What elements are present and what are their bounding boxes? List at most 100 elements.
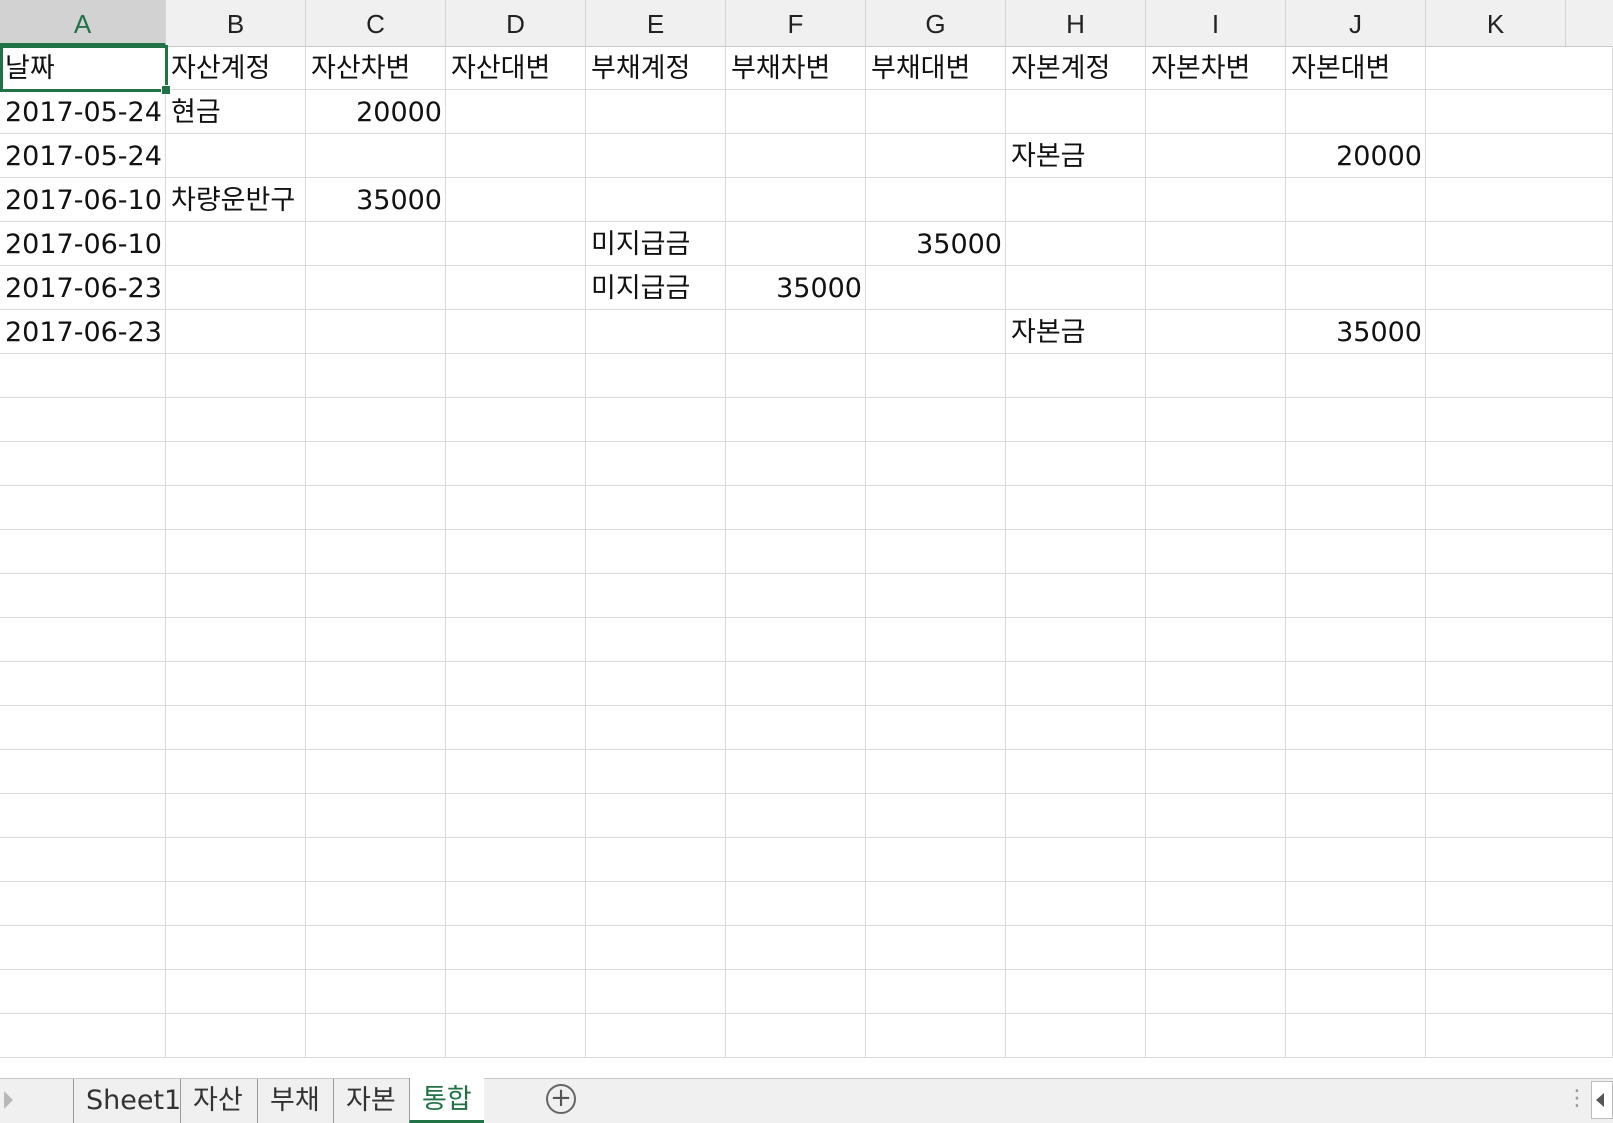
cell-j21[interactable] xyxy=(1286,926,1426,970)
cell-f17[interactable] xyxy=(726,750,866,794)
cell-f16[interactable] xyxy=(726,706,866,750)
cell-b8[interactable] xyxy=(166,354,306,398)
cell-d8[interactable] xyxy=(446,354,586,398)
cell-h10[interactable] xyxy=(1006,442,1146,486)
add-sheet-icon[interactable]: + xyxy=(546,1084,576,1114)
cell-h20[interactable] xyxy=(1006,882,1146,926)
cell-h4[interactable] xyxy=(1006,178,1146,222)
cell-k22[interactable] xyxy=(1426,970,1613,1014)
cell-f22[interactable] xyxy=(726,970,866,1014)
cell-a18[interactable] xyxy=(0,794,166,838)
cell-i14[interactable] xyxy=(1146,618,1286,662)
cell-e19[interactable] xyxy=(586,838,726,882)
cell-d12[interactable] xyxy=(446,530,586,574)
cell-k5[interactable] xyxy=(1426,222,1613,266)
cell-j1[interactable]: 자본대변 xyxy=(1286,46,1426,90)
cell-d3[interactable] xyxy=(446,134,586,178)
cell-b9[interactable] xyxy=(166,398,306,442)
cell-j17[interactable] xyxy=(1286,750,1426,794)
cell-d14[interactable] xyxy=(446,618,586,662)
cell-e4[interactable] xyxy=(586,178,726,222)
cell-g3[interactable] xyxy=(866,134,1006,178)
cell-i8[interactable] xyxy=(1146,354,1286,398)
cell-a6[interactable]: 2017-06-23 xyxy=(0,266,166,310)
cell-g5[interactable]: 35000 xyxy=(866,222,1006,266)
cell-k7[interactable] xyxy=(1426,310,1613,354)
cell-a10[interactable] xyxy=(0,442,166,486)
cell-b18[interactable] xyxy=(166,794,306,838)
cell-g8[interactable] xyxy=(866,354,1006,398)
cell-c12[interactable] xyxy=(306,530,446,574)
cell-a12[interactable] xyxy=(0,530,166,574)
cell-d18[interactable] xyxy=(446,794,586,838)
cell-d2[interactable] xyxy=(446,90,586,134)
cell-k18[interactable] xyxy=(1426,794,1613,838)
cell-c3[interactable] xyxy=(306,134,446,178)
cell-b14[interactable] xyxy=(166,618,306,662)
cell-j6[interactable] xyxy=(1286,266,1426,310)
cell-d16[interactable] xyxy=(446,706,586,750)
cell-e2[interactable] xyxy=(586,90,726,134)
cell-c22[interactable] xyxy=(306,970,446,1014)
cell-c18[interactable] xyxy=(306,794,446,838)
spreadsheet-grid[interactable]: A B C D E F G H I J K 날짜 자산계정 자산차변 자산대변 부채계정… xyxy=(0,0,1613,1078)
cell-b12[interactable] xyxy=(166,530,306,574)
tab-combined[interactable]: 통합 xyxy=(409,1078,484,1123)
cell-b21[interactable] xyxy=(166,926,306,970)
cell-h8[interactable] xyxy=(1006,354,1146,398)
tab-scroll-left-icon[interactable] xyxy=(4,1091,13,1109)
cell-h6[interactable] xyxy=(1006,266,1146,310)
cell-j11[interactable] xyxy=(1286,486,1426,530)
column-header-k[interactable]: K xyxy=(1426,0,1566,46)
cell-d23[interactable] xyxy=(446,1014,586,1058)
cell-e23[interactable] xyxy=(586,1014,726,1058)
column-header-i[interactable]: I xyxy=(1146,0,1286,46)
cell-b7[interactable] xyxy=(166,310,306,354)
cell-a9[interactable] xyxy=(0,398,166,442)
cell-e5[interactable]: 미지급금 xyxy=(586,222,726,266)
cell-k13[interactable] xyxy=(1426,574,1613,618)
cell-d6[interactable] xyxy=(446,266,586,310)
column-header-a[interactable]: A xyxy=(0,0,166,46)
cell-g4[interactable] xyxy=(866,178,1006,222)
cell-e8[interactable] xyxy=(586,354,726,398)
cell-e20[interactable] xyxy=(586,882,726,926)
cell-b5[interactable] xyxy=(166,222,306,266)
cell-f18[interactable] xyxy=(726,794,866,838)
cell-e11[interactable] xyxy=(586,486,726,530)
cell-j2[interactable] xyxy=(1286,90,1426,134)
cell-b3[interactable] xyxy=(166,134,306,178)
cell-c1[interactable]: 자산차변 xyxy=(306,46,446,90)
cell-i2[interactable] xyxy=(1146,90,1286,134)
cell-g9[interactable] xyxy=(866,398,1006,442)
cell-d19[interactable] xyxy=(446,838,586,882)
vertical-ellipsis-icon[interactable]: ⋮ xyxy=(1566,1086,1588,1111)
cell-c2[interactable]: 20000 xyxy=(306,90,446,134)
cell-a13[interactable] xyxy=(0,574,166,618)
cell-i15[interactable] xyxy=(1146,662,1286,706)
cell-e21[interactable] xyxy=(586,926,726,970)
cell-g7[interactable] xyxy=(866,310,1006,354)
cell-c15[interactable] xyxy=(306,662,446,706)
cell-h11[interactable] xyxy=(1006,486,1146,530)
cell-k10[interactable] xyxy=(1426,442,1613,486)
cell-e15[interactable] xyxy=(586,662,726,706)
cell-k11[interactable] xyxy=(1426,486,1613,530)
cell-j12[interactable] xyxy=(1286,530,1426,574)
cell-g22[interactable] xyxy=(866,970,1006,1014)
cell-j19[interactable] xyxy=(1286,838,1426,882)
cell-g15[interactable] xyxy=(866,662,1006,706)
cell-b4[interactable]: 차량운반구 xyxy=(166,178,306,222)
cell-b1[interactable]: 자산계정 xyxy=(166,46,306,90)
cell-h14[interactable] xyxy=(1006,618,1146,662)
cell-f19[interactable] xyxy=(726,838,866,882)
cell-k1[interactable] xyxy=(1426,46,1613,90)
cell-g2[interactable] xyxy=(866,90,1006,134)
cell-i23[interactable] xyxy=(1146,1014,1286,1058)
cell-c10[interactable] xyxy=(306,442,446,486)
cell-j20[interactable] xyxy=(1286,882,1426,926)
tab-sheet1[interactable]: Sheet1 xyxy=(73,1079,193,1123)
cell-e18[interactable] xyxy=(586,794,726,838)
cell-b13[interactable] xyxy=(166,574,306,618)
cell-a19[interactable] xyxy=(0,838,166,882)
